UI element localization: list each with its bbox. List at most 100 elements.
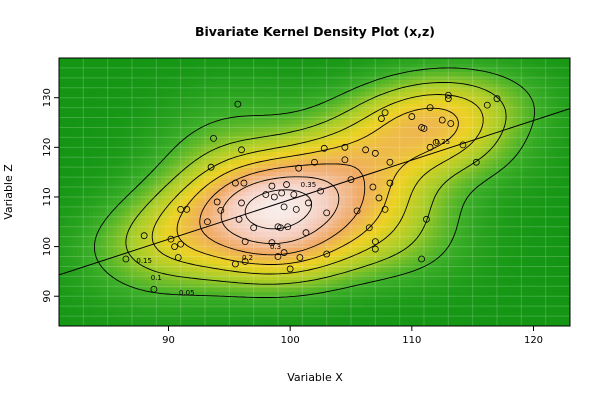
- data-point: [122, 255, 130, 263]
- data-point: [274, 253, 282, 260]
- y-tick-label: 100: [42, 237, 53, 256]
- contour-label: 0.35: [301, 181, 317, 189]
- data-point: [371, 149, 379, 157]
- data-point: [317, 187, 324, 195]
- data-point: [268, 239, 276, 247]
- data-point: [323, 209, 331, 217]
- y-tick-label: 120: [42, 138, 53, 157]
- y-tick-label: 110: [42, 187, 53, 206]
- data-point: [311, 158, 318, 166]
- data-point: [210, 134, 217, 142]
- contour-level-2: [125, 81, 507, 285]
- data-point: [140, 232, 148, 240]
- data-point: [432, 138, 440, 146]
- density-contours: [93, 67, 535, 298]
- data-point: [369, 183, 377, 191]
- data-point: [365, 224, 373, 232]
- x-tick-label: 90: [162, 335, 175, 346]
- data-point: [341, 156, 349, 164]
- x-tick-label: 120: [524, 335, 543, 346]
- data-point: [167, 235, 175, 243]
- data-point: [232, 260, 239, 268]
- data-point: [472, 158, 480, 166]
- contour-label: 0.2: [242, 254, 253, 262]
- contour-level-3: [151, 94, 484, 275]
- data-point: [295, 164, 303, 172]
- data-point: [292, 205, 300, 213]
- data-point: [177, 240, 185, 248]
- x-axis-label: Variable X: [287, 371, 343, 384]
- contour-level-4: [176, 107, 459, 265]
- data-point: [238, 146, 245, 154]
- data-point: [371, 238, 379, 246]
- data-point: [418, 255, 425, 263]
- data-point: [278, 189, 286, 197]
- data-point: [204, 218, 211, 226]
- data-point: [375, 194, 383, 202]
- data-point: [268, 182, 276, 190]
- data-point: [353, 207, 361, 215]
- x-tick-label: 110: [402, 335, 421, 346]
- data-point: [270, 193, 278, 201]
- data-point: [447, 120, 455, 127]
- data-point: [362, 146, 370, 154]
- contour-label: 0.3: [270, 243, 281, 251]
- data-point: [420, 125, 428, 132]
- data-point: [423, 215, 430, 223]
- data-point: [280, 249, 288, 256]
- data-point: [320, 144, 328, 152]
- data-point: [262, 191, 270, 198]
- data-point: [323, 250, 331, 258]
- data-point: [284, 223, 292, 231]
- data-point: [183, 205, 191, 213]
- data-point: [444, 91, 452, 99]
- data-point: [171, 243, 178, 250]
- data-point: [493, 95, 501, 103]
- regression-line: [59, 108, 570, 276]
- plot-area: 0.05 0.1 0.15 0.2 0.25 0.3 0.35: [59, 58, 570, 326]
- data-point: [296, 254, 304, 261]
- data-point: [150, 285, 158, 293]
- grid-lines: [59, 58, 570, 326]
- data-point: [232, 179, 239, 187]
- contour-label: 0.15: [136, 257, 152, 265]
- data-points: [122, 91, 501, 293]
- data-point: [305, 199, 312, 207]
- plot-frame: [58, 57, 571, 327]
- data-point: [241, 258, 249, 265]
- data-point: [386, 179, 394, 187]
- data-point: [438, 116, 446, 124]
- y-axis-label: Variable Z: [2, 164, 15, 220]
- data-point: [286, 265, 294, 273]
- data-point: [213, 198, 221, 206]
- y-axis: 90 100 110 120 130: [42, 88, 59, 303]
- data-point: [290, 191, 298, 198]
- data-point: [378, 115, 385, 122]
- contour-labels: 0.05 0.1 0.15 0.2 0.25 0.3 0.35: [136, 138, 450, 297]
- y-tick-label: 90: [42, 290, 53, 303]
- contour-label: 0.25: [434, 138, 450, 146]
- data-point: [426, 143, 434, 151]
- data-point: [207, 163, 215, 171]
- data-point: [277, 224, 284, 232]
- data-point: [240, 179, 248, 187]
- data-point: [238, 199, 245, 207]
- data-point: [426, 104, 434, 112]
- contour-level-1: [93, 67, 535, 298]
- data-point: [483, 101, 491, 109]
- data-point: [371, 245, 379, 253]
- chart-title: Bivariate Kernel Density Plot (x,z): [195, 24, 435, 39]
- data-point: [234, 100, 242, 108]
- data-point: [280, 203, 288, 211]
- data-point: [250, 224, 258, 232]
- data-point: [341, 143, 349, 151]
- x-tick-label: 100: [281, 335, 300, 346]
- data-point: [217, 206, 225, 214]
- data-point: [302, 229, 310, 237]
- data-point: [174, 254, 182, 261]
- data-point: [235, 215, 243, 223]
- data-point: [408, 113, 416, 120]
- data-point: [347, 176, 355, 183]
